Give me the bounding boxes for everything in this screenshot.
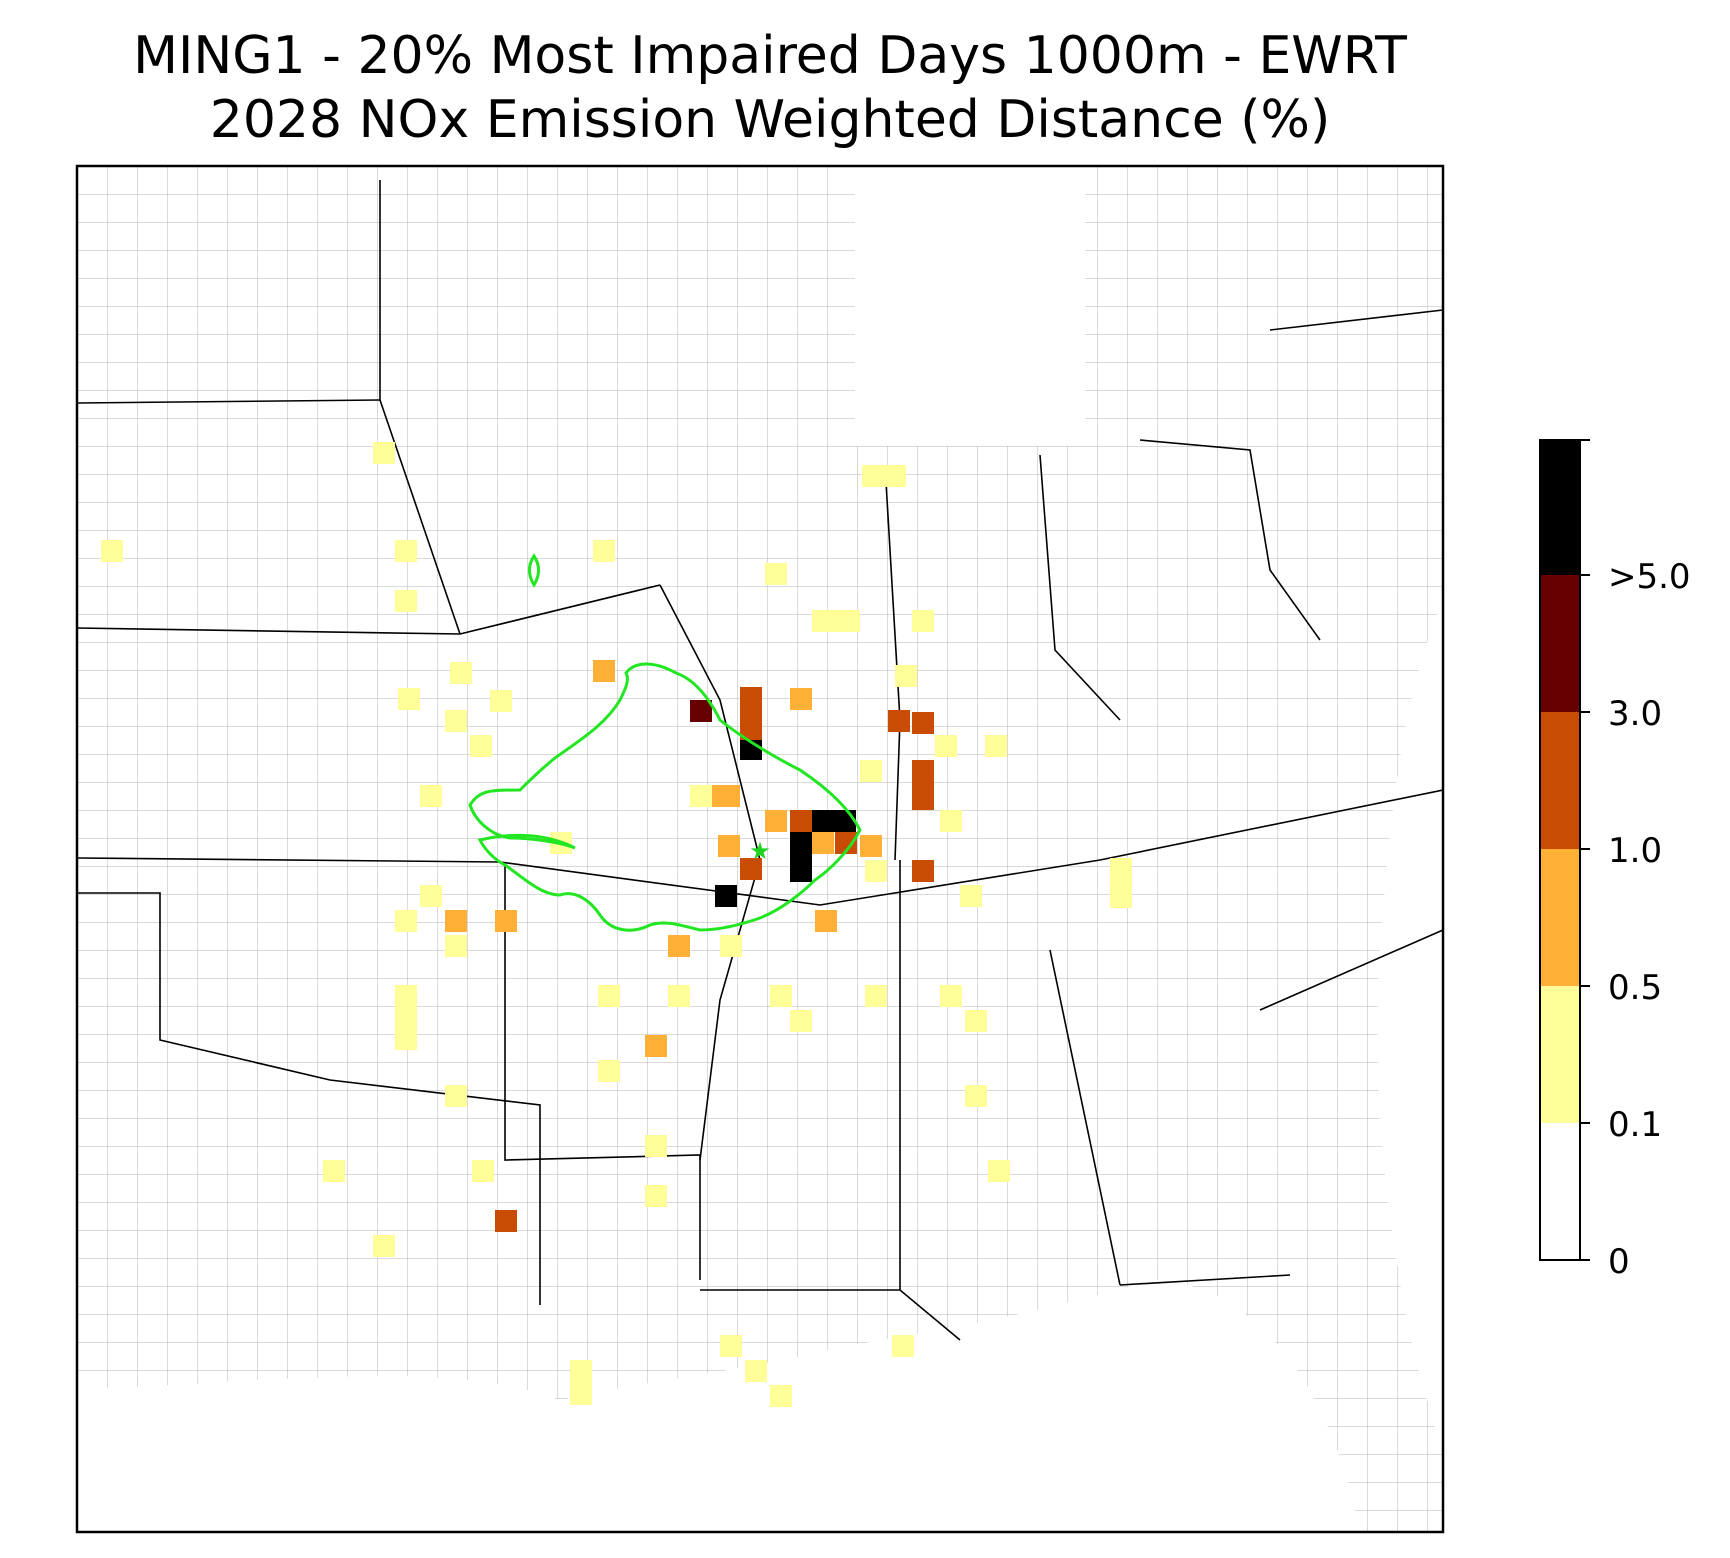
back-trajectory-contour [468,662,862,932]
site-marker-icon: ★ [749,837,771,865]
colorbar-label-1.0: 1.0 [1608,831,1663,871]
state-borders [77,180,1443,1341]
emission-cells [101,442,1132,1407]
gulf-of-mexico [77,1280,1360,1532]
trajectory-contour-north [528,553,540,588]
colorbar-label-3.0: 3.0 [1608,694,1663,734]
colorbar-label-0.5: 0.5 [1608,968,1663,1008]
lake-michigan-area [855,166,1085,446]
atlantic-ocean [1377,600,1443,1450]
map-title-line1: MING1 - 20% Most Impaired Days 1000m - E… [133,26,1407,86]
map-area: ★ [77,166,1443,1532]
colorbar-label-gt5: >5.0 [1608,557,1691,597]
map-title-line2: 2028 NOx Emission Weighted Distance (%) [209,90,1331,150]
colorbar [1539,439,1590,1261]
colorbar-label-0: 0 [1608,1242,1630,1282]
colorbar-label-0.1: 0.1 [1608,1105,1663,1145]
map-frame [75,164,1445,1534]
